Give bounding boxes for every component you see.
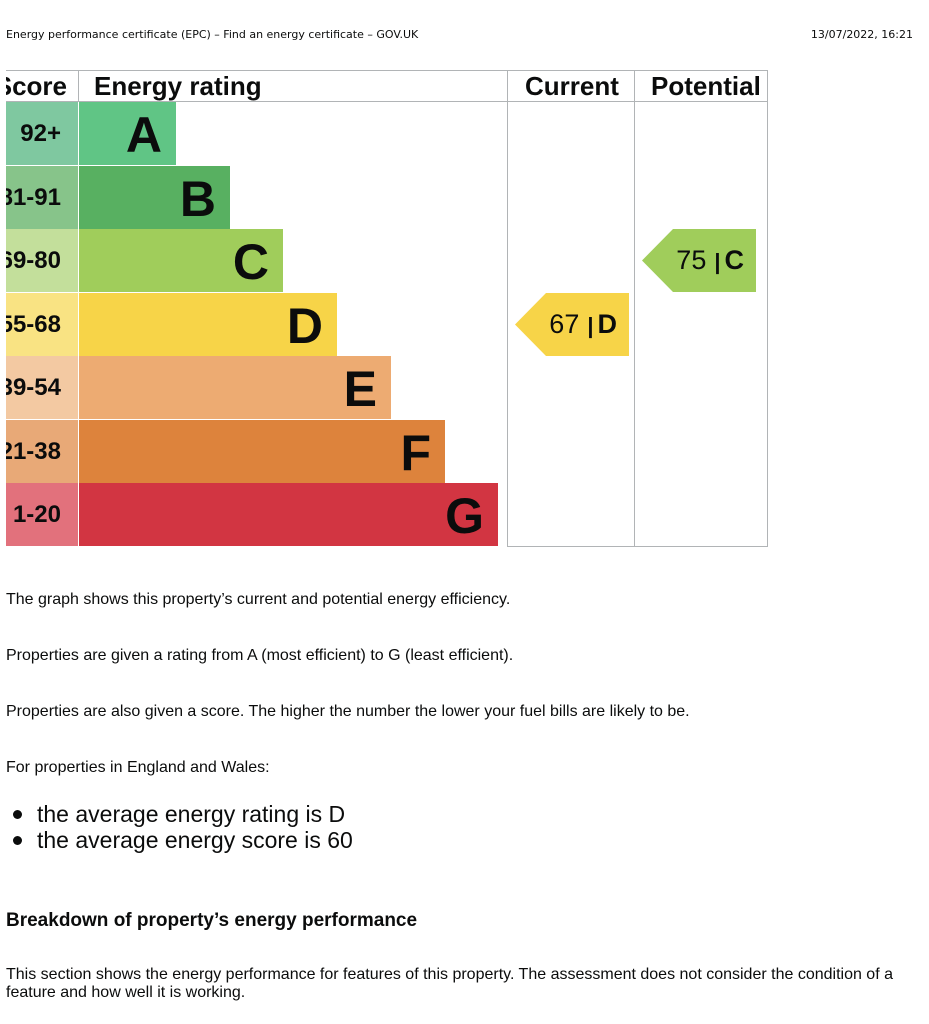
header-divider bbox=[6, 101, 768, 102]
rating-band-a: A bbox=[79, 102, 176, 165]
score-range-d: 55-68 bbox=[6, 293, 78, 356]
print-header: Energy performance certificate (EPC) – F… bbox=[6, 28, 913, 42]
paragraph-score-info: Properties are also given a score. The h… bbox=[6, 703, 690, 720]
rating-band-e: E bbox=[79, 356, 391, 419]
rating-band-letter: D bbox=[286, 298, 323, 354]
chart-right-border bbox=[767, 70, 768, 547]
breakdown-description: This section shows the energy performanc… bbox=[6, 966, 893, 1001]
potential-arrow-shape bbox=[642, 229, 756, 292]
rating-band-letter: E bbox=[343, 361, 377, 417]
current-rating-label: 67 | D bbox=[549, 293, 617, 357]
page-title: Energy performance certificate (EPC) – F… bbox=[6, 28, 419, 41]
score-range-label: 1-20 bbox=[12, 501, 61, 528]
list-item-text: the average energy rating is D bbox=[37, 801, 346, 827]
rating-band-letter: C bbox=[232, 234, 269, 290]
score-header: Score bbox=[6, 71, 67, 101]
rating-band-letter: B bbox=[179, 171, 216, 227]
rating-band-d: D bbox=[79, 293, 337, 356]
score-range-label: 55-68 bbox=[6, 311, 61, 338]
chart-bottom-border bbox=[507, 546, 768, 547]
potential-score: 75 bbox=[676, 245, 707, 275]
breakdown-heading: Breakdown of property’s energy performan… bbox=[6, 910, 418, 931]
rating-band-letter: A bbox=[125, 107, 162, 163]
bullet-icon bbox=[13, 836, 22, 845]
list-item: the average energy rating is D bbox=[13, 801, 353, 827]
rating-band-letter: G bbox=[445, 488, 484, 544]
current-separator: | bbox=[587, 313, 594, 338]
score-range-b: 81-91 bbox=[6, 166, 78, 229]
paragraph-graph-info: The graph shows this property’s current … bbox=[6, 591, 511, 608]
current-arrow-shape bbox=[515, 293, 629, 356]
bullet-icon bbox=[13, 810, 22, 819]
score-range-label: 21-38 bbox=[6, 438, 61, 465]
epc-rating-chart: Score Energy rating Current Potential 92… bbox=[0, 70, 769, 547]
score-range-label: 92+ bbox=[20, 120, 61, 147]
energy-rating-header: Energy rating bbox=[94, 71, 262, 101]
paragraph-rating-info: Properties are given a rating from A (mo… bbox=[6, 647, 514, 664]
score-range-label: 69-80 bbox=[6, 247, 61, 274]
potential-divider bbox=[634, 70, 635, 547]
rating-band-b: B bbox=[79, 166, 230, 229]
list-item: the average energy score is 60 bbox=[13, 827, 353, 853]
potential-rating-label: 75 | C bbox=[676, 229, 744, 293]
potential-separator: | bbox=[714, 249, 721, 274]
average-stats-list: the average energy rating is D the avera… bbox=[13, 801, 353, 853]
potential-letter: C bbox=[724, 245, 745, 275]
rating-band-c: C bbox=[79, 229, 283, 292]
score-range-a: 92+ bbox=[6, 102, 78, 165]
current-divider bbox=[507, 70, 508, 547]
score-range-e: 39-54 bbox=[6, 356, 78, 419]
rating-band-letter: F bbox=[400, 425, 431, 481]
current-header: Current bbox=[525, 71, 619, 101]
score-header-cell: Score bbox=[6, 70, 78, 101]
score-range-f: 21-38 bbox=[6, 420, 78, 483]
potential-header: Potential bbox=[651, 71, 761, 101]
chart-top-border bbox=[6, 70, 768, 71]
list-item-text: the average energy score is 60 bbox=[37, 827, 353, 853]
current-letter: D bbox=[597, 309, 618, 339]
rating-band-g: G bbox=[79, 483, 498, 546]
rating-band-f: F bbox=[79, 420, 445, 483]
score-range-label: 81-91 bbox=[6, 184, 61, 211]
current-score: 67 bbox=[549, 309, 580, 339]
potential-rating-arrow: 75 | C bbox=[642, 229, 756, 292]
current-rating-arrow: 67 | D bbox=[515, 293, 629, 356]
score-divider bbox=[78, 70, 79, 101]
score-range-label: 39-54 bbox=[6, 374, 61, 401]
score-range-g: 1-20 bbox=[6, 483, 78, 546]
print-timestamp: 13/07/2022, 16:21 bbox=[810, 28, 913, 41]
score-range-c: 69-80 bbox=[6, 229, 78, 292]
paragraph-region-info: For properties in England and Wales: bbox=[6, 759, 270, 776]
